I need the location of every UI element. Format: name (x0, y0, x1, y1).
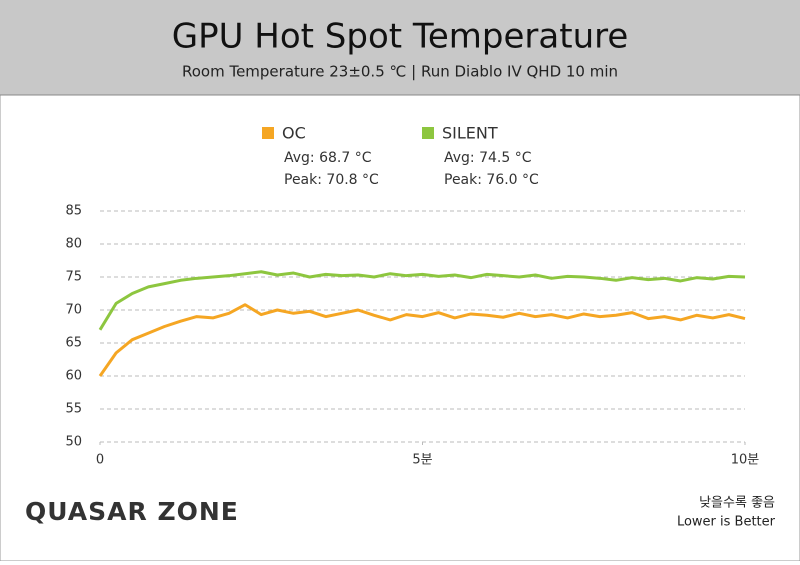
x-tick-label: 0 (96, 453, 104, 468)
legend-swatch (422, 127, 434, 139)
legend-stat: Avg: 68.7 °C (284, 150, 372, 166)
y-tick-label: 50 (65, 435, 82, 450)
legend-label: SILENT (442, 124, 498, 143)
y-tick-label: 65 (65, 336, 82, 351)
y-tick-label: 55 (65, 402, 82, 417)
logo: QUASAR ZONE (25, 497, 239, 526)
y-tick-label: 60 (65, 369, 82, 384)
x-tick-label: 10분 (731, 453, 760, 468)
y-tick-label: 70 (65, 303, 82, 318)
x-tick-label: 5분 (412, 453, 432, 468)
y-tick-label: 85 (65, 204, 82, 219)
legend-swatch (262, 127, 274, 139)
legend-stat: Peak: 70.8 °C (284, 172, 379, 188)
chart-subtitle: Room Temperature 23±0.5 ℃ | Run Diablo I… (182, 63, 618, 81)
note: 낮을수록 좋음 (699, 496, 775, 511)
series-line (98, 270, 746, 331)
y-tick-label: 80 (65, 237, 82, 252)
y-tick-label: 75 (65, 270, 82, 285)
chart-title: GPU Hot Spot Temperature (172, 17, 629, 57)
legend-label: OC (282, 124, 306, 143)
header (0, 0, 800, 95)
note: Lower is Better (677, 515, 776, 530)
legend-stat: Peak: 76.0 °C (444, 172, 539, 188)
legend-stat: Avg: 74.5 °C (444, 150, 532, 166)
series-line (98, 303, 746, 377)
